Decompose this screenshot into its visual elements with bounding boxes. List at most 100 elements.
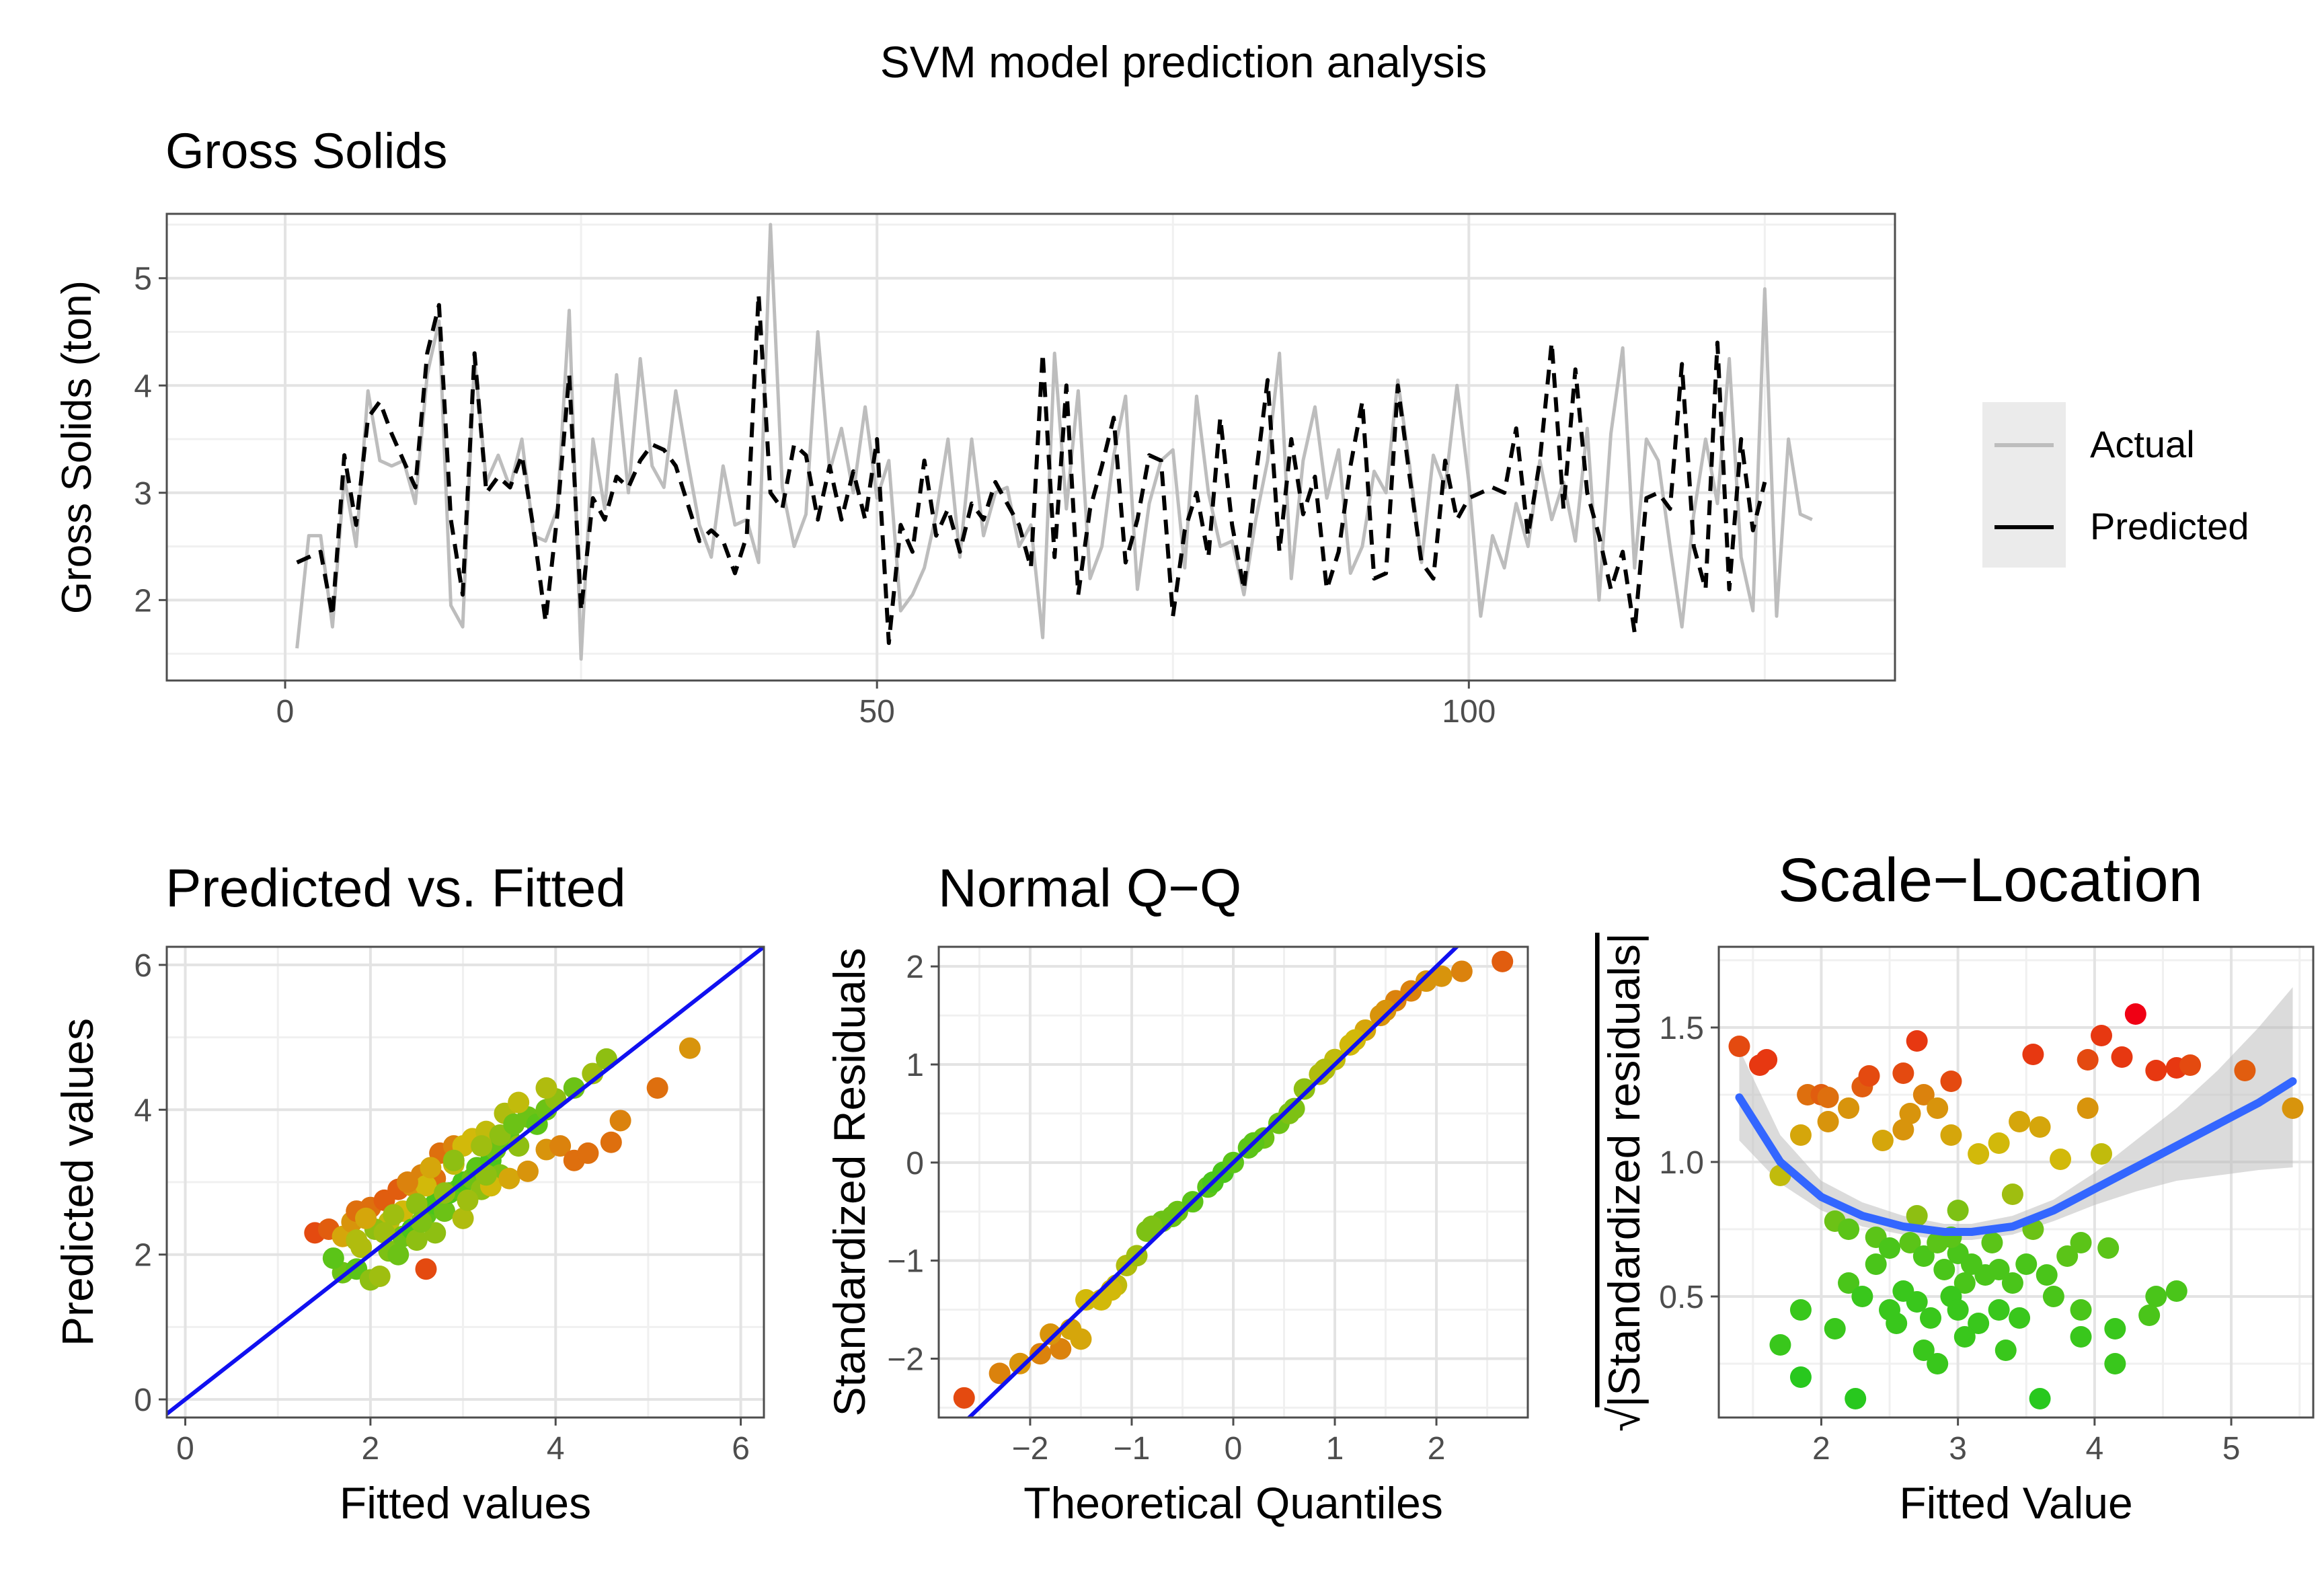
data-point	[679, 1037, 701, 1059]
y-tick-label: 3	[134, 476, 152, 512]
legend-label-predicted: Predicted	[2090, 505, 2249, 547]
confidence-band	[1739, 987, 2293, 1240]
data-point	[1278, 1102, 1301, 1124]
data-point	[1851, 1286, 1873, 1307]
data-point	[1988, 1132, 2010, 1154]
x-tick-label: 5	[2222, 1431, 2241, 1467]
data-point	[2104, 1353, 2126, 1374]
data-point	[2022, 1044, 2044, 1065]
data-point	[1912, 1084, 1935, 1105]
data-point	[2042, 1286, 2064, 1307]
plot-area	[1728, 987, 2304, 1409]
data-point	[1817, 1087, 1839, 1108]
x-tick-label: 2	[1812, 1431, 1830, 1467]
data-point	[1927, 1097, 1949, 1119]
y-tick-label: 1.5	[1659, 1011, 1704, 1046]
data-point	[396, 1171, 418, 1193]
x-tick-label: 0	[276, 694, 295, 730]
data-point	[452, 1207, 474, 1229]
data-point	[405, 1193, 428, 1215]
data-point	[1838, 1272, 1860, 1294]
data-point	[2145, 1060, 2167, 1081]
figure-title: SVM model prediction analysis	[880, 37, 1487, 87]
data-point	[1030, 1343, 1052, 1365]
data-point	[1919, 1307, 1941, 1329]
plot-area	[167, 947, 764, 1415]
data-point	[1374, 999, 1397, 1021]
y-tick-label: 2	[906, 949, 924, 985]
y-tick-label: 0	[906, 1146, 924, 1181]
data-point	[1430, 965, 1452, 987]
data-point	[2111, 1046, 2133, 1068]
data-point	[1906, 1205, 1928, 1227]
legend-key-background	[1982, 402, 2066, 568]
y-tick-label: 6	[134, 948, 152, 984]
data-point	[2138, 1305, 2161, 1326]
x-tick-label: 2	[362, 1431, 380, 1467]
data-point	[1492, 950, 1514, 972]
data-point	[600, 1131, 622, 1153]
x-tick-label: −1	[1114, 1431, 1151, 1467]
data-point	[1912, 1340, 1935, 1361]
data-point	[1988, 1299, 2010, 1321]
data-point	[420, 1157, 442, 1179]
data-point	[498, 1167, 520, 1190]
data-point	[1817, 1111, 1839, 1132]
data-point	[2070, 1232, 2092, 1253]
data-point	[1845, 1388, 1867, 1409]
data-point	[2077, 1097, 2099, 1119]
y-axis-label: Standardized Residuals	[824, 947, 874, 1416]
y-tick-label: 4	[134, 368, 152, 404]
data-point	[1769, 1334, 1791, 1356]
x-tick-label: 6	[732, 1431, 750, 1467]
data-point	[2015, 1253, 2038, 1275]
data-point	[405, 1229, 428, 1251]
data-point	[1953, 1326, 1976, 1348]
chart-gross: 0 50 100 2 3 4 5 Gross Solids Gross Solids (ton)…	[54, 123, 2249, 730]
data-point	[1968, 1313, 1990, 1334]
data-point	[2091, 1025, 2113, 1046]
data-point	[1344, 1029, 1366, 1051]
data-point	[2070, 1326, 2092, 1348]
data-point	[2234, 1060, 2256, 1081]
x-tick-label: 100	[1442, 694, 1496, 730]
data-point	[503, 1113, 525, 1135]
data-point	[2282, 1097, 2304, 1119]
data-point	[1858, 1065, 1880, 1087]
data-point	[442, 1149, 465, 1171]
data-point	[1879, 1237, 1901, 1259]
data-point	[1789, 1299, 1812, 1321]
chart-sl: 2 3 4 5 0.5 1.0 1.5 Scale−Location Fitted Value √…	[1599, 846, 2315, 1528]
y-tick-label: 0.5	[1659, 1280, 1704, 1315]
panel-border	[165, 212, 1896, 682]
plot-panel	[167, 214, 1895, 681]
chart-qq: −2 −1 0 1 2 −2 −1 0 1 2 Normal Q−Q Theoretical Quan…	[824, 858, 1529, 1528]
x-axis-label: Theoretical Quantiles	[1023, 1478, 1443, 1528]
data-point	[346, 1229, 368, 1251]
y-tick-label: 2	[134, 1238, 152, 1274]
data-point	[2056, 1245, 2079, 1267]
data-point	[1906, 1030, 1928, 1052]
y-axis-label-radical: √	[1599, 1407, 1649, 1432]
data-point	[1886, 1313, 1908, 1334]
chart-title: Gross Solids	[165, 123, 447, 179]
x-tick-label: 0	[1225, 1431, 1243, 1467]
data-point	[1313, 1058, 1335, 1081]
data-point	[508, 1091, 530, 1114]
data-point	[953, 1387, 975, 1409]
data-point	[383, 1204, 405, 1226]
data-point	[1293, 1078, 1315, 1100]
chart-title: Normal Q−Q	[938, 858, 1241, 918]
data-point	[355, 1207, 377, 1229]
data-point	[2145, 1286, 2167, 1307]
data-point	[387, 1243, 410, 1266]
y-tick-label: 0	[134, 1383, 152, 1418]
smooth-line	[1735, 1077, 2297, 1236]
data-point	[457, 1189, 479, 1211]
x-tick-label: 0	[176, 1431, 194, 1467]
data-point	[1927, 1353, 1949, 1374]
x-tick-label: 50	[859, 694, 894, 730]
data-point	[2029, 1116, 2051, 1138]
